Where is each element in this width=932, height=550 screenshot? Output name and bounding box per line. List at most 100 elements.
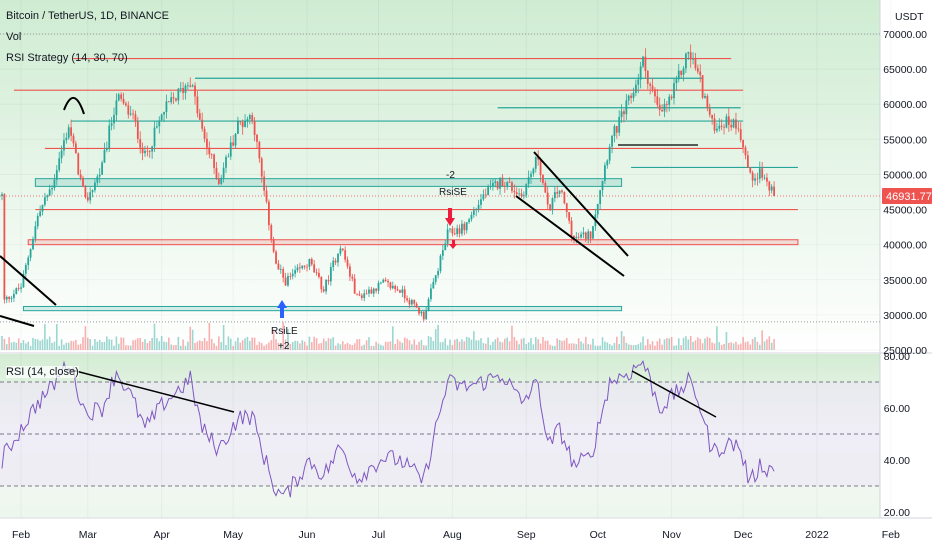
volume-bar	[720, 344, 723, 350]
volume-bar	[349, 344, 351, 350]
candle-body	[344, 250, 347, 260]
candle-body	[437, 271, 439, 276]
volume-bar	[392, 326, 394, 350]
candle-body	[291, 273, 294, 277]
candle-body	[668, 96, 671, 105]
volume-legend[interactable]: Vol	[6, 31, 21, 43]
volume-bar	[644, 345, 647, 350]
candle-body	[215, 167, 218, 179]
strategy-legend[interactable]: RSI Strategy (14, 30, 70)	[6, 52, 128, 64]
volume-bar	[635, 344, 637, 350]
volume-bar	[263, 345, 265, 350]
volume-bar	[308, 336, 311, 350]
volume-bar	[36, 339, 39, 350]
candle-body	[206, 138, 208, 148]
volume-bar	[527, 342, 530, 350]
y-tick-label: 65000.00	[883, 64, 927, 76]
volume-bar	[694, 340, 697, 350]
candle-body	[384, 279, 387, 281]
volume-bar	[20, 342, 22, 350]
volume-bar	[25, 343, 27, 350]
volume-bar	[754, 337, 756, 350]
volume-bar	[458, 341, 461, 350]
candle-body	[53, 179, 56, 189]
volume-bar	[632, 345, 635, 350]
candle-body	[685, 53, 687, 69]
volume-bar	[265, 344, 268, 350]
rsi-trend-line-2	[631, 370, 717, 418]
volume-bar	[542, 336, 544, 350]
candle-body	[642, 56, 644, 67]
volume-bar	[67, 342, 70, 350]
last-price-tag-bg	[882, 187, 932, 204]
candle-body	[320, 276, 323, 290]
rsi-band-fill	[0, 382, 880, 486]
volume-bar	[658, 338, 661, 350]
candle-body	[48, 189, 51, 196]
candle-body	[127, 105, 130, 115]
candle-body	[318, 272, 320, 277]
rsi-trend-line-1	[67, 368, 235, 413]
candle-body	[237, 121, 239, 134]
candle-body	[453, 233, 456, 235]
candle-body	[337, 253, 339, 263]
volume-bar	[677, 338, 680, 350]
volume-bar	[234, 341, 237, 350]
y-tick-label: 25000.00	[883, 345, 927, 357]
candle-body	[701, 75, 704, 98]
currency-label: USDT	[895, 11, 924, 23]
volume-bar	[515, 340, 518, 350]
candle-body	[444, 243, 447, 251]
volume-bar	[646, 339, 649, 350]
candle-body	[368, 289, 370, 294]
volume-bar	[194, 342, 196, 350]
volume-bar	[437, 324, 439, 350]
price-axis: 70000.00 65000.00 60000.00 55000.00 50000.00…	[883, 29, 927, 357]
volume-bar	[158, 341, 161, 350]
candle-body	[227, 156, 230, 158]
candle-body	[77, 153, 80, 175]
volume-bar	[399, 341, 401, 350]
rsi-label: RSI (14, close)	[6, 366, 79, 378]
volume-bar	[172, 345, 175, 350]
x-tick-label: Apr	[153, 529, 170, 541]
volume-bar	[365, 340, 368, 350]
volume-bar	[744, 342, 747, 350]
candle-body	[637, 79, 640, 85]
candle-body	[735, 119, 737, 129]
last-price-tag[interactable]: 46931.77	[882, 187, 932, 204]
candle-body	[689, 52, 692, 60]
candle-body	[270, 225, 273, 240]
volume-bar	[606, 342, 609, 350]
candle-body	[125, 103, 127, 106]
trend-line-4	[515, 195, 625, 277]
candle-body	[432, 281, 435, 289]
volume-bar	[96, 341, 99, 350]
volume-bar	[484, 343, 487, 350]
rsi-legend[interactable]: RSI (14, close)	[6, 366, 79, 378]
candle-body	[67, 127, 70, 138]
volume-bar	[761, 330, 763, 350]
candle-body	[716, 128, 718, 131]
volume-bar	[649, 344, 651, 350]
candle-body	[596, 203, 599, 215]
candle-body	[413, 299, 416, 304]
candle-body	[441, 250, 444, 256]
candle-body	[225, 157, 227, 168]
volume-bar	[728, 342, 730, 350]
candle-body	[172, 97, 175, 99]
candle-body	[758, 168, 761, 179]
candle-body	[489, 185, 492, 187]
volume-bar	[737, 344, 740, 350]
volume-bar	[363, 344, 366, 350]
volume-bar	[184, 345, 187, 350]
volume-bar	[289, 343, 292, 350]
volume-bar	[420, 340, 423, 350]
volume-bar	[554, 345, 556, 350]
volume-bar	[382, 345, 385, 350]
candle-body	[60, 150, 63, 159]
candle-body	[658, 104, 661, 111]
candle-body	[277, 263, 280, 270]
symbol-legend[interactable]: Bitcoin / TetherUS, 1D, BINANCE	[6, 10, 169, 22]
candle-body	[708, 108, 711, 115]
